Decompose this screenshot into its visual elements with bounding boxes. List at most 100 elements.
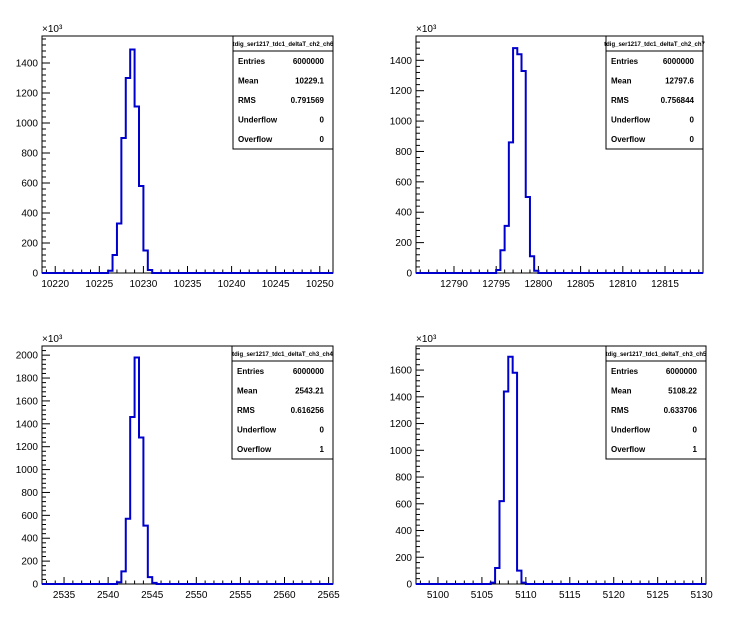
y-tick-label: 0 <box>406 269 412 280</box>
stat-label: Mean <box>238 76 259 85</box>
stat-label: Overflow <box>238 135 273 144</box>
x-tick-label: 5130 <box>690 590 713 601</box>
y-tick-label: 1600 <box>16 396 39 407</box>
y-tick-label: 400 <box>21 209 38 220</box>
histogram-title: tdig_ser1217_tdc1_deltaT_ch3_ch5 <box>606 352 707 358</box>
x-tick-label: 12810 <box>609 279 637 290</box>
x-tick-label: 10250 <box>306 279 334 290</box>
x-tick-label: 2535 <box>53 590 76 601</box>
histogram-panel-1: 10220 10225 10230 10235 10240 10245 10250 0 200 4… <box>16 24 334 290</box>
y-tick-label: 1200 <box>16 442 39 453</box>
stat-value: 2543.21 <box>295 386 324 395</box>
histogram-title: tdig_ser1217_tdc1_deltaT_ch2_ch6 <box>233 42 334 48</box>
stat-value: 0 <box>690 116 695 125</box>
stat-label: Overflow <box>237 445 272 454</box>
stat-label: Entries <box>611 57 639 66</box>
histogram-line <box>42 356 333 585</box>
stat-label: Overflow <box>611 445 646 454</box>
y-tick-label: 1000 <box>390 117 413 128</box>
x-tick-label: 5100 <box>427 590 450 601</box>
x-tick-label: 10245 <box>262 279 290 290</box>
histogram-panel-4: 5100 5105 5110 5115 5120 5125 5130 0 200 400 600 80… <box>390 334 713 601</box>
stat-label: RMS <box>611 406 629 415</box>
y-tick-label: 400 <box>21 534 38 545</box>
y-tick-label: 1200 <box>390 419 413 430</box>
x-tick-label: 10220 <box>41 279 69 290</box>
x-tick-label: 5115 <box>559 590 581 601</box>
stat-value: 0.791569 <box>291 96 325 105</box>
y-tick-label: 1800 <box>16 374 39 385</box>
stat-value: 0.756844 <box>661 96 695 105</box>
stat-label: RMS <box>611 96 629 105</box>
stat-value: 6000000 <box>663 57 695 66</box>
histogram-panel-3: 2535 2540 2545 2550 2555 2560 2565 0 200 400 600 80… <box>16 334 340 601</box>
x-tick-label: 12800 <box>524 279 552 290</box>
x-tick-label: 5110 <box>515 590 537 601</box>
stat-value: 6000000 <box>293 367 325 376</box>
x-tick-label: 10235 <box>174 279 202 290</box>
stat-label: Entries <box>238 57 266 66</box>
stat-value: 0 <box>690 135 695 144</box>
y-tick-label: 200 <box>395 238 412 249</box>
stat-value: 12797.6 <box>665 76 694 85</box>
stat-value: 0.633706 <box>664 406 698 415</box>
y-tick-label: 200 <box>21 239 38 250</box>
y-tick-label: 200 <box>21 557 38 568</box>
y-tick-label: 1400 <box>390 56 413 67</box>
stat-label: RMS <box>238 96 256 105</box>
stats-box-frame <box>231 345 334 460</box>
stat-value: 0 <box>320 116 325 125</box>
stat-value: 6000000 <box>293 57 325 66</box>
y-tick-label: 1400 <box>16 59 39 70</box>
stat-label: Underflow <box>237 426 277 435</box>
y-tick-label: 1400 <box>16 419 39 430</box>
y-tick-label: 1600 <box>390 366 413 377</box>
stat-label: Mean <box>611 76 632 85</box>
histogram-line <box>416 355 706 585</box>
y-tick-label: 200 <box>395 553 412 564</box>
x-tick-label: 2550 <box>185 590 208 601</box>
stat-label: Entries <box>237 367 265 376</box>
histogram-panel-2: 12790 12795 12800 12805 12810 12815 0 200 400 600… <box>390 24 706 290</box>
stat-label: Mean <box>237 386 258 395</box>
stat-label: Mean <box>611 386 632 395</box>
stat-label: Underflow <box>611 116 651 125</box>
y-multiplier-label: ×10³ <box>42 334 63 345</box>
stats-box-frame <box>232 35 334 150</box>
histogram-bin <box>517 54 521 273</box>
stat-label: Underflow <box>238 116 278 125</box>
stat-value: 6000000 <box>666 367 698 376</box>
histogram-line <box>42 48 333 274</box>
y-multiplier-label: ×10³ <box>42 24 63 35</box>
y-tick-label: 800 <box>21 488 38 499</box>
y-tick-label: 1200 <box>390 86 413 97</box>
stat-value: 1 <box>320 445 325 454</box>
y-tick-label: 0 <box>32 269 38 280</box>
x-tick-label: 2560 <box>273 590 296 601</box>
x-tick-label: 5125 <box>647 590 670 601</box>
stat-value: 1 <box>693 445 698 454</box>
y-tick-label: 600 <box>21 511 38 522</box>
x-tick-label: 2565 <box>317 590 340 601</box>
y-tick-label: 800 <box>395 473 412 484</box>
x-tick-label: 10240 <box>218 279 246 290</box>
y-tick-label: 1200 <box>16 89 39 100</box>
x-tick-label: 5120 <box>603 590 626 601</box>
y-tick-label: 1000 <box>16 119 39 130</box>
x-tick-label: 2545 <box>141 590 164 601</box>
histogram-title: tdig_ser1217_tdc1_deltaT_ch2_ch7 <box>604 42 705 48</box>
x-tick-label: 12815 <box>651 279 679 290</box>
stats-box-frame <box>605 35 704 150</box>
x-tick-label: 12795 <box>482 279 510 290</box>
stat-value: 5108.22 <box>668 386 697 395</box>
stat-value: 0.616256 <box>291 406 325 415</box>
histogram-line <box>416 47 703 274</box>
x-tick-label: 10225 <box>85 279 113 290</box>
stats-box: tdig_ser1217_tdc1_deltaT_ch3_ch4 Entries 6… <box>231 345 334 460</box>
y-tick-label: 800 <box>21 149 38 160</box>
stat-value: 0 <box>320 426 325 435</box>
x-tick-label: 12790 <box>440 279 468 290</box>
stat-value: 0 <box>693 426 698 435</box>
